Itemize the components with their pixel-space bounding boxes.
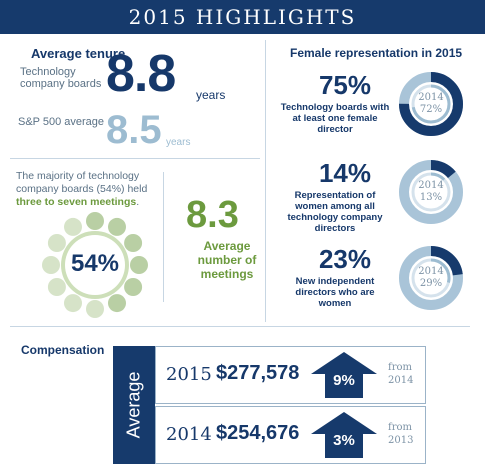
prior-value: 13% <box>419 192 443 203</box>
meetings-circle-graphic <box>42 212 148 318</box>
from-year: 2014 <box>388 375 414 386</box>
compensation-change: 9% <box>333 372 355 389</box>
meetings-text: The majority of technology company board… <box>16 170 166 209</box>
compensation-row: 2014 $254,676 3% from 2013 <box>155 406 426 464</box>
seat <box>108 217 126 236</box>
prior-value-arc <box>411 258 451 298</box>
up-arrow-icon <box>311 352 377 398</box>
female-percent: 23% <box>318 244 372 274</box>
tech-boards-label: Technology company boards <box>20 66 102 90</box>
meetings-table <box>65 235 125 295</box>
seat <box>42 256 60 274</box>
donut-value-arc <box>399 246 463 310</box>
compensation-change: 3% <box>333 432 355 449</box>
compensation-year: 2015 <box>166 364 212 385</box>
compensation-from: from 2013 <box>388 421 413 447</box>
donut-prior-label: 2014 72% <box>411 92 451 116</box>
compensation-side-bar: Average <box>113 346 155 464</box>
seat <box>64 217 82 236</box>
meetings-text-part1: The majority of technology company board… <box>16 170 148 195</box>
donut-value-arc <box>399 72 463 136</box>
prior-year: 2014 <box>418 92 444 103</box>
female-percent: 14% <box>318 158 372 188</box>
up-arrow-shape <box>311 412 377 458</box>
seat <box>64 294 82 313</box>
compensation-heading: Compensation <box>21 343 105 357</box>
female-heading: Female representation in 2015 <box>290 46 463 60</box>
compensation-amount: $277,578 <box>216 362 300 384</box>
up-arrow-icon <box>311 412 377 458</box>
divider-compensation <box>10 326 470 327</box>
compensation-amount: $254,676 <box>216 422 300 444</box>
female-description: Representation of women among all techno… <box>287 190 383 234</box>
seat <box>47 278 66 296</box>
female-description: Technology boards with at least one fema… <box>280 102 390 135</box>
page-title: 2015 HIGHLIGHTS <box>0 0 485 34</box>
sp500-label: S&P 500 average <box>18 116 105 128</box>
seat <box>108 294 126 313</box>
from-label: from <box>388 362 412 373</box>
compensation-side-label: Average <box>123 371 144 439</box>
donut-prior-label: 2014 13% <box>411 180 451 204</box>
compensation-row: 2015 $277,578 9% from 2014 <box>155 346 426 404</box>
tech-tenure-unit: years <box>196 88 226 102</box>
from-year: 2013 <box>388 435 414 446</box>
compensation-from: from 2014 <box>388 361 413 387</box>
seat <box>86 300 104 318</box>
prior-value: 72% <box>419 104 443 115</box>
seat <box>47 234 66 252</box>
divider-tenure <box>10 158 260 159</box>
from-label: from <box>388 422 412 433</box>
tenure-heading: Average tenure <box>31 46 126 61</box>
female-donut-chart <box>399 72 463 136</box>
sp500-tenure-value: 8.5 <box>106 108 162 152</box>
meetings-text-highlight: three to seven meetings <box>16 196 137 208</box>
prior-value: 29% <box>419 278 443 289</box>
meetings-text-end: . <box>136 196 140 208</box>
female-description: New independent directors who are women <box>295 276 375 309</box>
sp500-tenure-unit: years <box>166 137 191 148</box>
compensation-year: 2014 <box>166 424 212 445</box>
average-meetings-label: Average number of meetings <box>197 239 257 281</box>
female-percent: 75% <box>318 70 372 100</box>
divider-vertical <box>265 40 266 322</box>
prior-year: 2014 <box>418 266 444 277</box>
seat <box>124 234 143 252</box>
donut-value-arc <box>399 160 463 224</box>
female-donut-chart <box>399 160 463 224</box>
female-donut-chart <box>399 246 463 310</box>
seat <box>124 278 143 296</box>
prior-value-arc <box>411 172 451 212</box>
prior-value-arc <box>411 84 451 124</box>
tech-tenure-value: 8.8 <box>106 45 176 103</box>
seat <box>86 212 104 230</box>
prior-year: 2014 <box>418 180 444 191</box>
meetings-majority-percent: 54% <box>70 250 120 277</box>
seat <box>130 256 148 274</box>
up-arrow-shape <box>311 352 377 398</box>
divider-meetings <box>163 172 164 302</box>
average-meetings-value: 8.3 <box>186 194 239 236</box>
donut-prior-label: 2014 29% <box>411 266 451 290</box>
